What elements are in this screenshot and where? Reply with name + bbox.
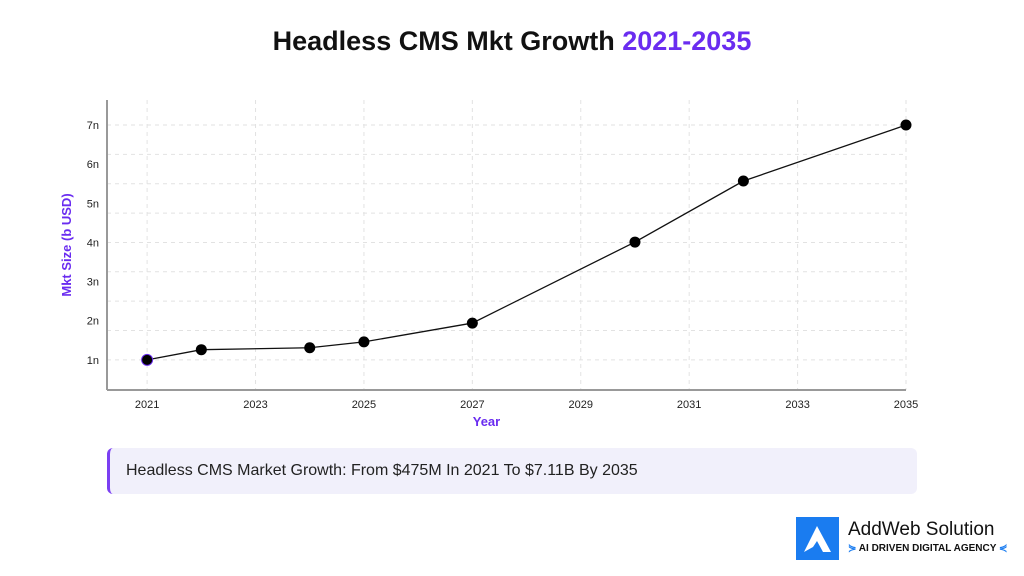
- y-tick-label: 4n: [87, 237, 99, 249]
- y-tick-label: 6n: [87, 159, 99, 171]
- x-tick-label: 2025: [352, 399, 376, 411]
- x-tick-label: 2021: [135, 399, 159, 411]
- data-point: [466, 317, 478, 329]
- x-axis-label: Year: [473, 414, 500, 429]
- y-tick-label: 3n: [87, 277, 99, 289]
- data-point: [141, 353, 154, 366]
- chart-title: Headless CMS Mkt Growth 2021-2035: [0, 26, 1024, 57]
- data-point: [629, 236, 641, 248]
- x-tick-label: 2031: [677, 399, 701, 411]
- x-tick-label: 2027: [460, 399, 484, 411]
- data-point: [358, 336, 370, 348]
- y-tick-label: 1n: [87, 355, 99, 367]
- summary-note: Headless CMS Market Growth: From $475M I…: [107, 448, 917, 494]
- y-tick-label: 2n: [87, 316, 99, 328]
- y-axis-label: Mkt Size (b USD): [59, 193, 74, 296]
- data-point: [195, 344, 207, 356]
- title-accent: 2021-2035: [622, 26, 752, 56]
- data-point: [304, 342, 316, 354]
- logo-tagline-text: AI DRIVEN DIGITAL AGENCY: [858, 543, 997, 554]
- x-tick-label: 2023: [243, 399, 267, 411]
- y-tick-label: 5n: [87, 198, 99, 210]
- addweb-logo: AddWeb Solution ⋟ AI DRIVEN DIGITAL AGEN…: [796, 517, 1011, 561]
- line-chart: 1n 2n 3n 4n 5n 6n 7n 2021 2023 2025 2027 2029 2031 20…: [59, 100, 918, 429]
- logo-name: AddWeb Solution: [848, 519, 995, 540]
- x-tick-label: 2035: [894, 399, 918, 411]
- data-point: [900, 119, 912, 131]
- x-tick-label: 2033: [785, 399, 809, 411]
- y-tick-label: 7n: [87, 120, 99, 132]
- series-line: [146, 124, 907, 361]
- title-main: Headless CMS Mkt Growth: [272, 26, 623, 56]
- x-tick-label: 2029: [569, 399, 593, 411]
- data-point: [737, 175, 749, 187]
- logo-tagline: ⋟ AI DRIVEN DIGITAL AGENCY ⋞: [848, 543, 1008, 554]
- addweb-a-logo-icon: [796, 517, 839, 560]
